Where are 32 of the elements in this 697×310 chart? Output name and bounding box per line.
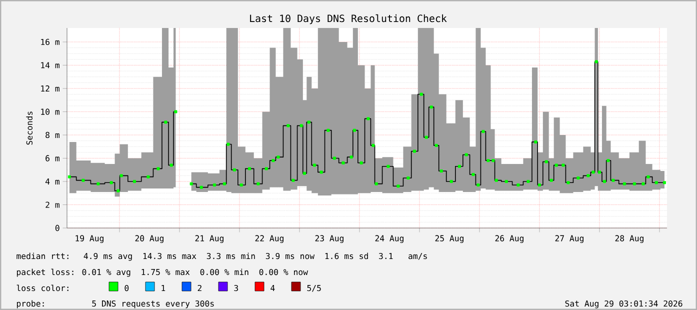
x-tick-label: 27 Aug: [555, 235, 584, 243]
x-tick-label: 20 Aug: [135, 235, 164, 243]
y-tick-label: 4 m: [45, 178, 60, 184]
x-tick-label: 22 Aug: [255, 235, 284, 243]
text: 0: [124, 284, 129, 292]
text: probe: 5 DNS requests every 300s: [16, 300, 214, 308]
x-tick-label: 26 Aug: [495, 235, 524, 243]
y-tick-label: 6 m: [46, 155, 60, 162]
x-tick-label: 24 Aug: [375, 235, 404, 243]
text: loss color:: [16, 284, 68, 292]
y-tick-label: 14 m: [41, 62, 60, 68]
y-tick-label: 16 m: [41, 38, 60, 46]
x-tick-label: 23 Aug: [315, 235, 344, 243]
x-tick-label: 19 Aug: [76, 235, 104, 243]
x-tick-label: 25 Aug: [435, 235, 464, 243]
text: median rtt: 4.9 ms avg 14.3 ms max 3.3 ms min 3.9 ms now 1.6 ms sd 3.1 am/s: [16, 252, 427, 261]
text: Sat Aug 29 03:01:34 2026: [565, 300, 682, 308]
chart-title: Last 10 Days DNS Resolution Check: [250, 14, 447, 24]
y-tick-label: 8 m: [46, 132, 60, 138]
y-tick-label: 0: [55, 224, 60, 232]
y-axis-title: Seconds: [26, 112, 33, 145]
text: 5/5: [307, 285, 321, 292]
text: 4: [270, 285, 275, 291]
y-tick-label: 12 m: [41, 85, 60, 92]
x-tick-label: 21 Aug: [195, 235, 224, 243]
y-tick-label: 10 m: [41, 108, 60, 115]
text: 2: [198, 284, 202, 291]
text: 3: [234, 284, 238, 292]
text: 1: [162, 285, 166, 291]
text: packet loss: 0.01 % avg 1.75 % max 0.00 % min 0.00 % now: [16, 268, 308, 277]
y-tick-label: 2 m: [46, 202, 60, 208]
x-tick-label: 28 Aug: [615, 235, 644, 243]
